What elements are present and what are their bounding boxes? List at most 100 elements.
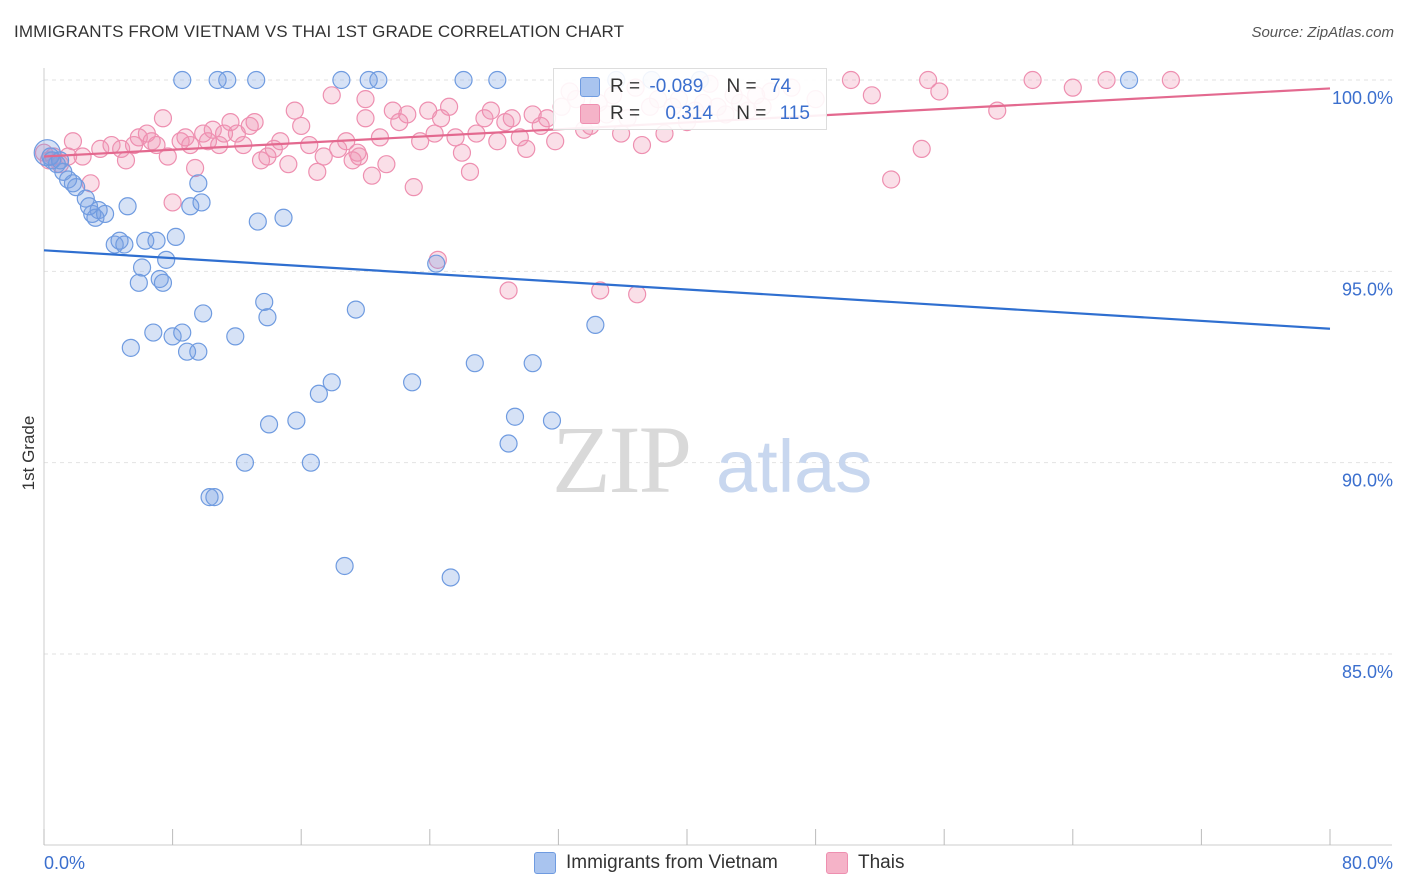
point-thais	[362, 166, 382, 185]
bottom-legend-label-thais: Thais	[858, 852, 905, 874]
legend-row-thais: R = 0.314 N = 115	[580, 103, 810, 125]
point-thais	[841, 70, 861, 90]
point-thais	[153, 109, 173, 128]
point-vietnam	[157, 250, 176, 269]
correlation-legend: R = -0.089 N = 74 R = 0.314 N = 115	[553, 68, 827, 130]
y-tick-label: 100.0%	[1332, 88, 1393, 108]
point-vietnam	[173, 70, 192, 90]
point-vietnam	[86, 208, 105, 227]
point-thais	[425, 124, 444, 143]
point-vietnam	[235, 453, 255, 472]
bottom-legend-thais: Thais	[826, 852, 904, 874]
x-tick-label: 0.0%	[44, 853, 85, 873]
point-vietnam	[189, 342, 208, 361]
point-vietnam	[454, 70, 473, 90]
legend-swatch-vietnam	[580, 76, 600, 97]
point-vietnam	[359, 70, 378, 90]
point-thais	[203, 120, 222, 139]
point-vietnam	[115, 235, 134, 254]
point-thais	[862, 86, 881, 105]
point-thais	[163, 193, 182, 212]
point-thais	[912, 139, 931, 158]
point-vietnam	[258, 308, 277, 327]
point-thais	[221, 112, 240, 132]
point-thais	[499, 281, 518, 300]
trend-line-vietnam	[43, 249, 1331, 330]
point-thais	[632, 135, 652, 155]
point-thais	[271, 132, 290, 151]
point-vietnam	[322, 373, 341, 392]
bottom-legend-vietnam: Immigrants from Vietnam	[534, 852, 778, 874]
point-thais	[591, 281, 610, 300]
point-vietnam	[441, 568, 460, 587]
y-tick-label: 95.0%	[1342, 279, 1393, 299]
legend-n-label: N =	[736, 103, 767, 124]
point-vietnam	[153, 273, 173, 292]
legend-n-value: 115	[779, 103, 810, 124]
point-thais	[322, 86, 341, 105]
point-thais	[1097, 70, 1116, 90]
point-thais	[439, 97, 459, 116]
bottom-legend-label-vietnam: Immigrants from Vietnam	[566, 852, 778, 874]
point-vietnam	[181, 197, 200, 216]
point-thais	[308, 162, 327, 181]
source-credit: Source: ZipAtlas.com	[1251, 24, 1394, 41]
point-vietnam	[499, 434, 518, 453]
legend-row-vietnam: R = -0.089 N = 74	[580, 76, 791, 98]
point-thais	[481, 101, 500, 120]
point-thais	[930, 82, 949, 101]
point-thais	[452, 143, 472, 162]
x-tick-label: 80.0%	[1342, 853, 1393, 873]
point-vietnam	[403, 373, 422, 392]
point-thais	[919, 70, 938, 90]
point-vietnam	[205, 488, 224, 507]
point-thais	[285, 101, 304, 120]
point-vietnam	[147, 231, 166, 250]
point-thais	[279, 155, 298, 174]
chart-title: IMMIGRANTS FROM VIETNAM VS THAI 1ST GRAD…	[14, 22, 625, 41]
point-thais	[1063, 78, 1082, 97]
legend-n-value: 74	[769, 76, 792, 97]
legend-r-value: -0.089	[649, 76, 704, 97]
point-vietnam	[523, 354, 542, 373]
legend-r-value: 0.314	[665, 103, 713, 124]
point-vietnam	[332, 70, 351, 90]
point-thais	[314, 147, 333, 166]
point-vietnam	[192, 193, 211, 212]
point-thais	[63, 132, 83, 151]
point-thais	[356, 90, 375, 109]
point-vietnam	[208, 70, 227, 90]
point-vietnam	[129, 273, 148, 292]
grid-lines	[44, 79, 1392, 655]
point-vietnam	[586, 315, 605, 335]
point-thais	[198, 132, 218, 151]
point-vietnam	[248, 212, 267, 231]
point-thais	[460, 162, 480, 181]
axes: 85.0% 90.0% 95.0% 100.0% 0.0% 80.0%	[43, 68, 1393, 873]
point-vietnam	[488, 70, 507, 90]
watermark-atlas: atlas	[716, 425, 872, 508]
point-vietnam	[118, 197, 137, 216]
point-thais	[398, 105, 417, 124]
point-thais	[116, 151, 136, 170]
point-thais	[628, 285, 647, 304]
point-thais	[214, 124, 234, 143]
point-thais	[882, 170, 901, 189]
point-thais	[348, 143, 367, 162]
point-thais	[73, 147, 92, 166]
point-thais	[517, 139, 536, 158]
point-vietnam	[465, 354, 484, 373]
point-vietnam	[63, 174, 83, 193]
point-thais	[186, 158, 205, 178]
point-vietnam	[301, 453, 320, 472]
point-thais	[292, 116, 311, 136]
point-vietnam	[189, 174, 208, 193]
point-thais	[404, 178, 423, 197]
bottom-swatch-vietnam	[534, 852, 556, 874]
point-thais	[446, 128, 465, 147]
point-vietnam	[287, 411, 306, 430]
point-vietnam	[200, 488, 219, 507]
point-vietnam	[259, 415, 279, 434]
point-vietnam	[309, 384, 328, 403]
point-vietnam	[505, 407, 525, 426]
